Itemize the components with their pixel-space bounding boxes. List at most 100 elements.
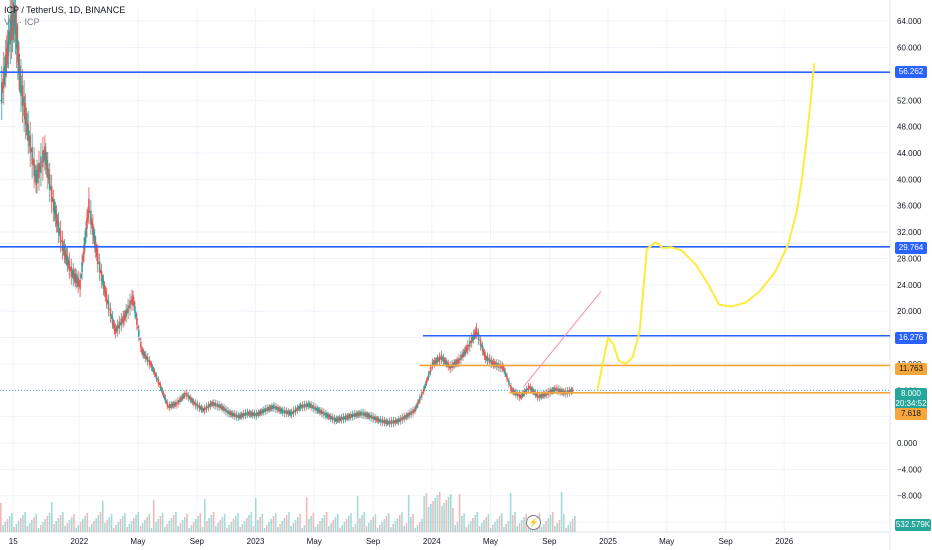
candle-body: [570, 389, 573, 393]
candle-body: [527, 386, 530, 391]
volume-bar: [350, 513, 352, 532]
candle-body: [187, 395, 189, 397]
candle-body: [336, 418, 339, 421]
x-tick-label: 2026: [775, 537, 793, 546]
candle-body: [143, 353, 146, 357]
candle-body: [507, 379, 509, 381]
candle-body: [168, 404, 171, 409]
candle-body: [503, 368, 505, 372]
volume-bar: [31, 520, 33, 532]
volume-bar: [383, 519, 386, 532]
candle-body: [58, 230, 61, 234]
volume-bar: [215, 526, 217, 532]
volume-bar: [181, 520, 184, 532]
volume-bar: [272, 516, 275, 532]
lightning-icon[interactable]: ⚡: [526, 515, 541, 530]
candle-body: [80, 275, 82, 278]
y-tick-label: 28.000: [897, 254, 922, 263]
candle-body: [488, 357, 491, 363]
candle-body: [325, 412, 327, 417]
candle-body: [240, 413, 243, 418]
candle-body: [234, 415, 237, 417]
volume-bar: [394, 521, 397, 532]
candle-body: [156, 378, 159, 380]
volume-bar: [66, 523, 69, 532]
candle-body: [375, 418, 378, 421]
candle-body: [461, 355, 463, 358]
volume-bar: [263, 528, 266, 532]
candle-body: [294, 408, 297, 413]
candle-body: [510, 385, 512, 390]
x-tick-label: 2025: [599, 537, 617, 546]
volume-bar: [540, 527, 543, 532]
candle-body: [115, 328, 118, 331]
candle-body: [187, 394, 190, 399]
candle-body: [78, 281, 80, 285]
candle-body: [153, 370, 156, 375]
volume-bar: [0, 503, 2, 532]
candle-body: [145, 357, 148, 359]
candle-body: [64, 250, 67, 258]
candle-body: [362, 411, 364, 416]
candle-body: [261, 410, 264, 413]
candle-body: [535, 393, 538, 396]
candle-body: [258, 412, 261, 415]
candle-body: [468, 340, 471, 347]
candle-body: [348, 415, 351, 418]
candle-body: [392, 419, 395, 424]
volume-bar: [141, 523, 144, 532]
volume-bar: [199, 513, 202, 532]
candle-body: [96, 253, 99, 264]
candle-body: [93, 231, 95, 239]
volume-bar: [412, 514, 414, 532]
candle-body: [149, 362, 152, 365]
candle-body: [314, 406, 316, 411]
volume-bar: [192, 522, 195, 532]
volume-bar: [201, 527, 204, 532]
volume-bar: [551, 512, 554, 532]
level-label-11: 11.763: [895, 363, 927, 375]
volume-bar: [523, 517, 525, 532]
candle-body: [324, 413, 326, 415]
volume-bar: [137, 512, 140, 532]
volume-bar: [321, 518, 323, 532]
volume-bar: [164, 527, 166, 532]
volume-bar: [157, 519, 159, 532]
volume-bar: [569, 522, 572, 532]
candle-body: [147, 360, 150, 362]
candle-body: [519, 396, 522, 398]
volume-bar: [179, 523, 182, 532]
candle-body: [458, 358, 460, 364]
volume-bar: [22, 515, 24, 532]
candle-body: [32, 160, 34, 164]
candle-body: [397, 418, 400, 423]
volume-bar: [239, 527, 241, 532]
volume-bar: [46, 516, 49, 532]
volume-bar: [514, 512, 516, 532]
candle-body: [305, 403, 308, 408]
volume-bar: [443, 503, 445, 532]
candle-body: [425, 379, 428, 384]
volume-bar: [106, 520, 108, 532]
candle-body: [301, 404, 304, 409]
candle-body: [319, 409, 321, 413]
candle-body: [246, 411, 249, 416]
candle-body: [98, 261, 101, 273]
candle-body: [374, 417, 377, 421]
volume-bar: [228, 525, 230, 532]
candle-body: [442, 357, 445, 362]
volume-bar: [403, 526, 406, 532]
candle-body: [3, 65, 6, 77]
volume-bar: [166, 524, 168, 532]
candle-body: [543, 393, 545, 397]
candle-body: [354, 414, 357, 416]
candle-body: [524, 390, 527, 393]
candle-body: [544, 393, 546, 396]
volume-bar: [203, 499, 206, 532]
volume-bar: [73, 514, 75, 532]
candle-body: [88, 198, 90, 213]
candle-body: [65, 253, 68, 261]
candle-body: [302, 405, 305, 407]
